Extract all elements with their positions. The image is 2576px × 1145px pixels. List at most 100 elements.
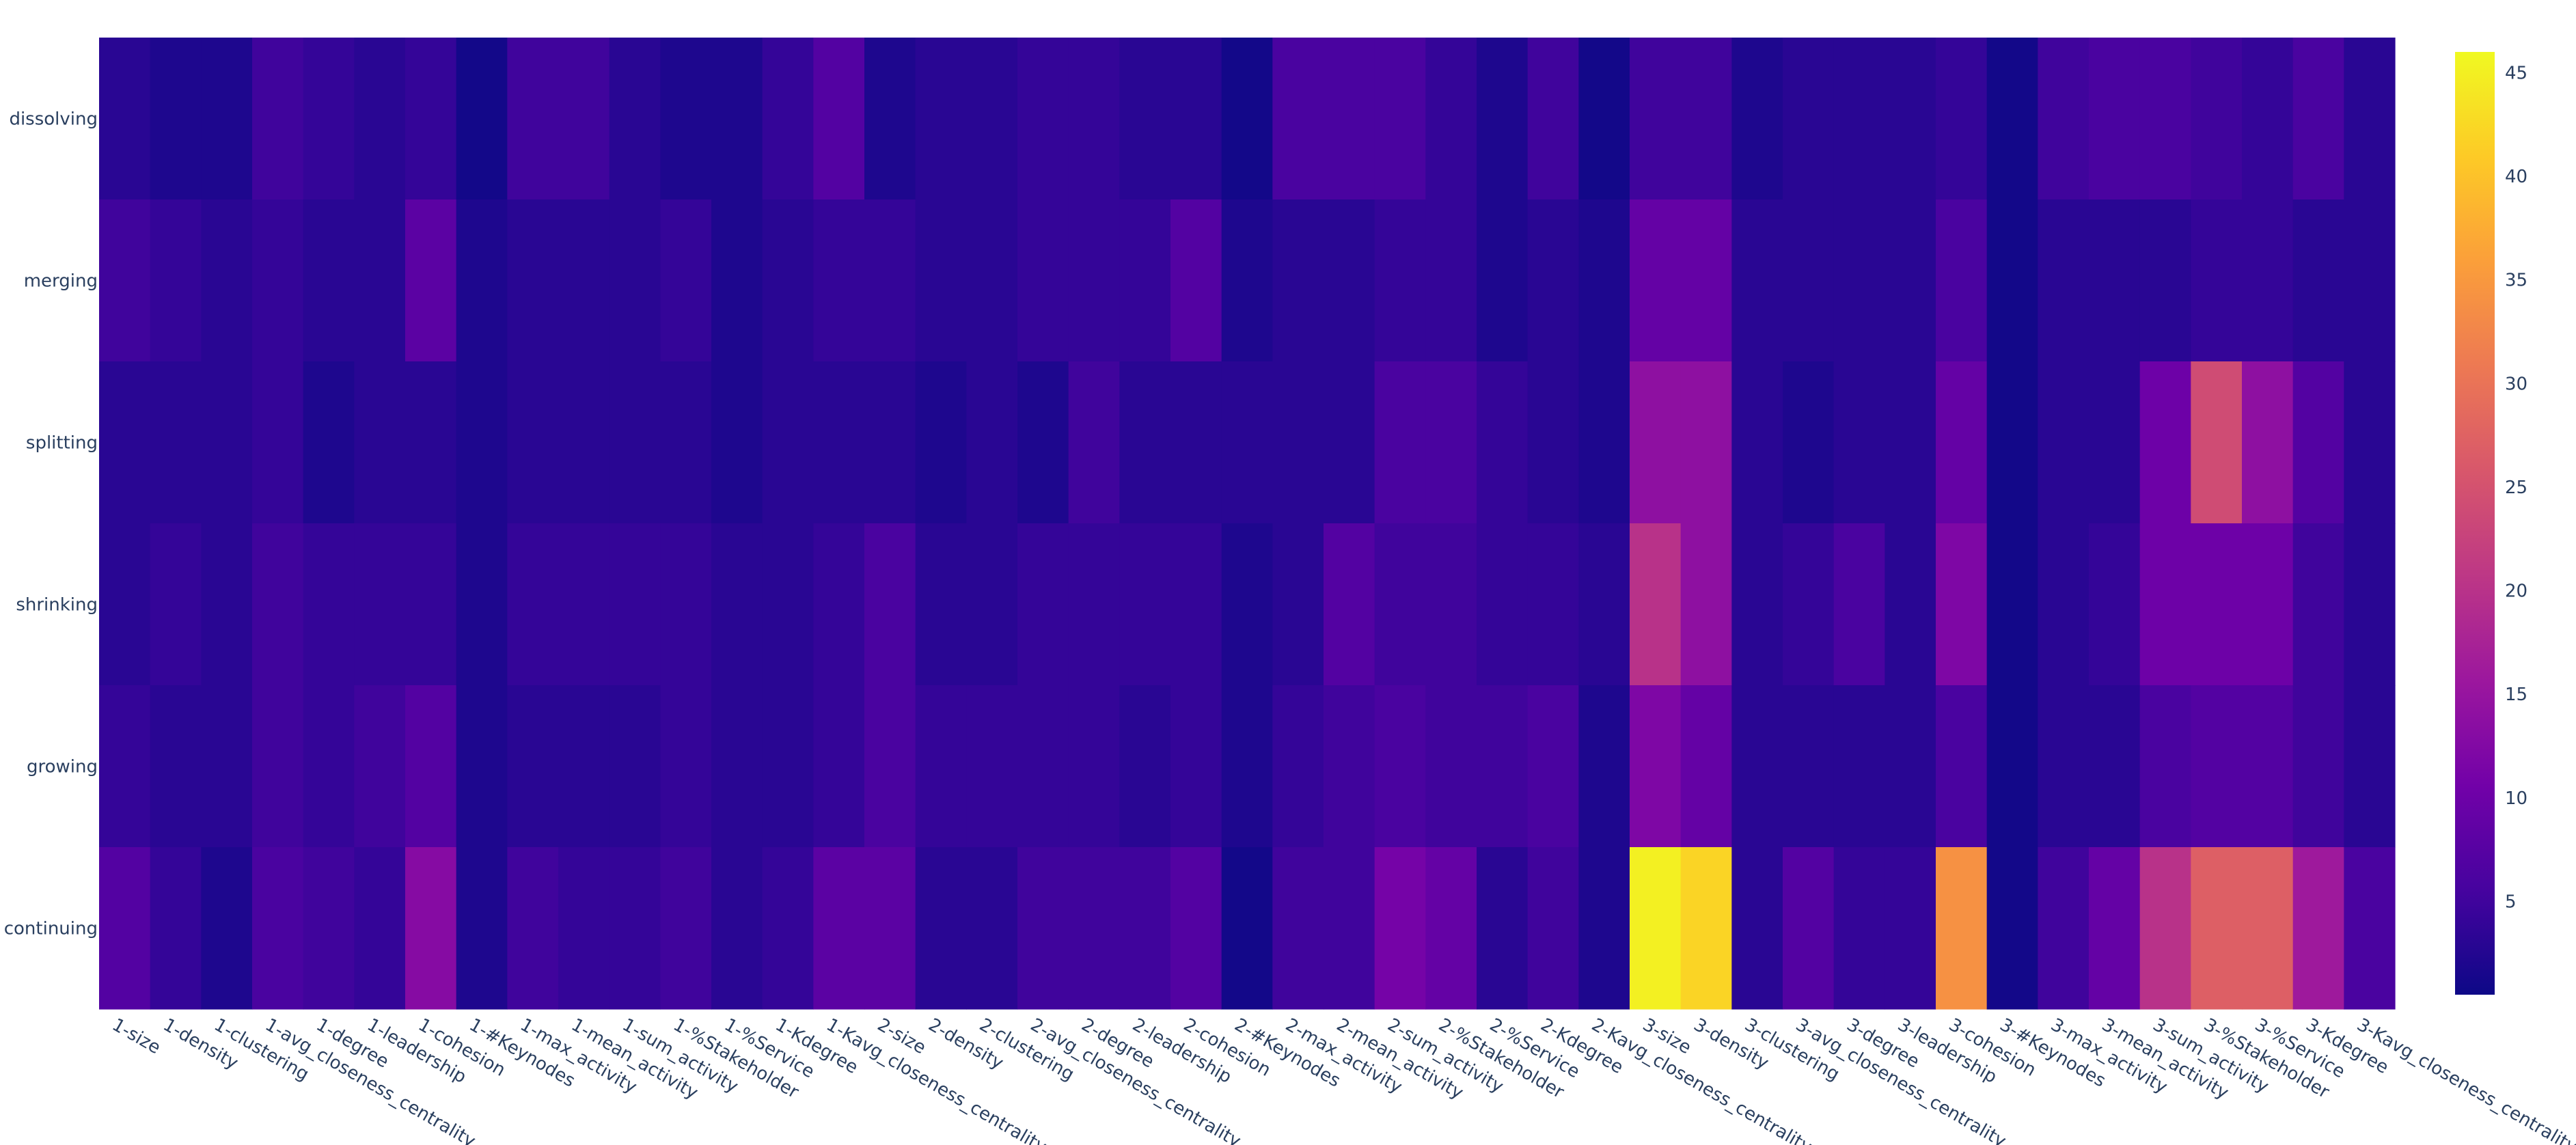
- heatmap-cell: [1221, 685, 1273, 848]
- x-tick-label: 3-Kavg_closeness_centrality: [2353, 1015, 2576, 1145]
- heatmap-cell: [2191, 199, 2243, 362]
- heatmap-cell: [1680, 361, 1732, 524]
- heatmap-cell: [1885, 361, 1936, 524]
- heatmap-cell: [1425, 361, 1477, 524]
- heatmap-cell: [201, 199, 253, 362]
- x-axis-labels: 1-size1-density1-clustering1-avg_closene…: [109, 1015, 2576, 1145]
- heatmap-cell: [2344, 523, 2396, 686]
- heatmap-cell: [1017, 199, 1069, 362]
- heatmap-cell: [1170, 361, 1222, 524]
- heatmap-cell: [2344, 685, 2396, 848]
- heatmap-cell: [252, 847, 304, 1010]
- heatmap-cell: [558, 199, 610, 362]
- heatmap-cell: [915, 685, 967, 848]
- heatmap-cell: [1833, 38, 1885, 200]
- heatmap-cell: [2242, 685, 2294, 848]
- heatmap-cell: [1425, 847, 1477, 1010]
- x-tick-label: 1-size: [109, 1015, 164, 1058]
- heatmap-cell: [660, 685, 712, 848]
- heatmap-cell: [1170, 847, 1222, 1010]
- heatmap-cell: [2292, 523, 2344, 686]
- heatmap-cell: [2292, 361, 2344, 524]
- heatmap-cell: [609, 199, 661, 362]
- heatmap-cell: [660, 361, 712, 524]
- colorbar-tick-label: 10: [2505, 788, 2527, 809]
- heatmap-cell: [1425, 685, 1477, 848]
- heatmap-cell: [1731, 199, 1783, 362]
- heatmap-cell: [864, 685, 916, 848]
- heatmap-cell: [1833, 847, 1885, 1010]
- heatmap-cell: [1578, 199, 1630, 362]
- heatmap-cell: [2089, 847, 2141, 1010]
- heatmap-cell: [354, 523, 406, 686]
- heatmap-cell: [456, 361, 508, 524]
- colorbar-tick-label: 30: [2505, 374, 2527, 394]
- heatmap-cell: [201, 847, 253, 1010]
- heatmap-cell: [1936, 199, 1988, 362]
- heatmap-cell: [1477, 38, 1529, 200]
- heatmap-cell: [1783, 685, 1835, 848]
- heatmap-cell: [1374, 847, 1426, 1010]
- heatmap-cell: [609, 685, 661, 848]
- heatmap-cell: [1272, 361, 1324, 524]
- heatmap-cell: [99, 523, 151, 686]
- heatmap-cell: [1680, 847, 1732, 1010]
- heatmap-cell: [201, 38, 253, 200]
- heatmap-cell: [99, 361, 151, 524]
- colorbar-tick-label: 40: [2505, 167, 2527, 187]
- heatmap-cell: [915, 38, 967, 200]
- heatmap-cell: [1068, 361, 1120, 524]
- heatmap-cell: [354, 199, 406, 362]
- heatmap-cell: [1936, 523, 1988, 686]
- heatmap-cell: [1068, 685, 1120, 848]
- heatmap-cell: [1374, 38, 1426, 200]
- heatmap-cell: [1885, 847, 1936, 1010]
- heatmap-cell: [864, 523, 916, 686]
- heatmap-cell: [1170, 685, 1222, 848]
- heatmap-cell: [405, 685, 457, 848]
- heatmap-cell: [303, 38, 355, 200]
- heatmap-cell: [2191, 685, 2243, 848]
- y-tick-label: dissolving: [9, 109, 98, 130]
- heatmap-cell: [507, 523, 559, 686]
- heatmap-cell: [150, 361, 202, 524]
- heatmap-cell: [864, 361, 916, 524]
- y-tick-label: growing: [27, 757, 98, 777]
- y-tick-label: merging: [24, 271, 98, 292]
- heatmap-cell: [2292, 38, 2344, 200]
- heatmap-cell: [1017, 361, 1069, 524]
- heatmap-cell: [405, 199, 457, 362]
- heatmap-cell: [813, 685, 865, 848]
- heatmap-cell: [1477, 523, 1529, 686]
- heatmap-cell: [252, 523, 304, 686]
- heatmap-cell: [1630, 361, 1682, 524]
- heatmap-cell: [303, 361, 355, 524]
- heatmap-cell: [864, 199, 916, 362]
- heatmap-cell: [150, 38, 202, 200]
- heatmap-cell: [762, 685, 814, 848]
- heatmap-cell: [1783, 199, 1835, 362]
- y-axis-labels: dissolving merging splitting shrinking growi…: [4, 109, 98, 939]
- heatmap-cell: [558, 523, 610, 686]
- heatmap-cell: [354, 847, 406, 1010]
- heatmap-cell: [1017, 685, 1069, 848]
- heatmap-cell: [1731, 361, 1783, 524]
- heatmap-cell: [507, 199, 559, 362]
- heatmap-cell: [1680, 685, 1732, 848]
- heatmap-cell: [1221, 38, 1273, 200]
- heatmap-cell: [303, 685, 355, 848]
- heatmap-cell: [1833, 361, 1885, 524]
- heatmap-cell: [1630, 847, 1682, 1010]
- heatmap-cell: [1527, 685, 1579, 848]
- colorbar-tick-label: 5: [2505, 892, 2517, 913]
- heatmap-cell: [1936, 361, 1988, 524]
- heatmap-cell: [1578, 361, 1630, 524]
- heatmap-cell: [1477, 361, 1529, 524]
- heatmap-cell: [711, 523, 763, 686]
- heatmap-cell: [252, 199, 304, 362]
- heatmap-cell: [660, 523, 712, 686]
- heatmap-cell: [1731, 847, 1783, 1010]
- heatmap-cell: [150, 199, 202, 362]
- colorbar-tick-label: 35: [2505, 271, 2527, 291]
